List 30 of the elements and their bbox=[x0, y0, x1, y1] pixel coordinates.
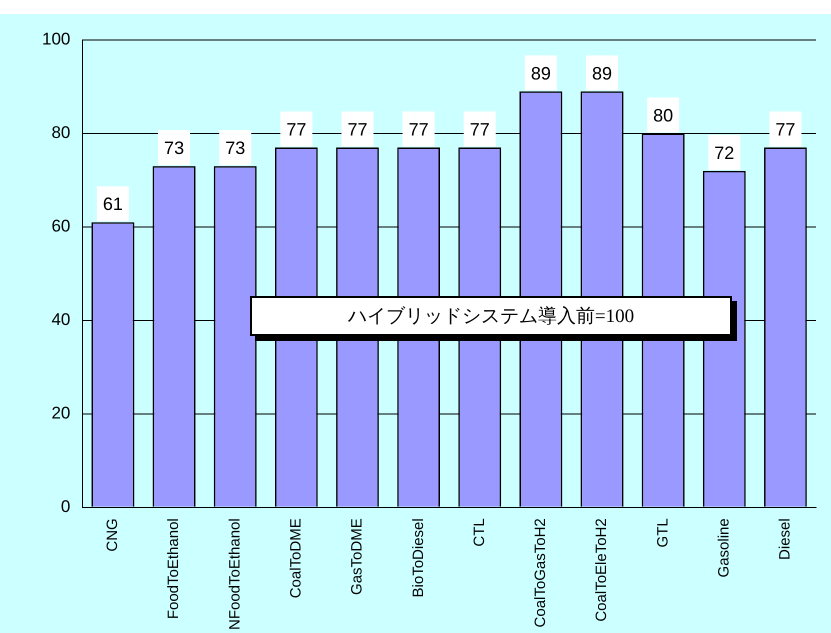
x-tick-label: CoalToDME bbox=[287, 518, 304, 598]
data-label: 73 bbox=[164, 138, 184, 158]
x-tick-label: CTL bbox=[470, 518, 488, 547]
data-label: 89 bbox=[592, 63, 612, 84]
data-label: 80 bbox=[653, 105, 674, 126]
x-tick-label: FoodToEthanol bbox=[165, 518, 182, 620]
data-label: 77 bbox=[470, 119, 490, 140]
x-tick-label: GasToDME bbox=[348, 518, 366, 595]
x-tick-label: GTL bbox=[654, 518, 672, 548]
y-tick-label: 80 bbox=[51, 123, 70, 142]
y-tick-label: 20 bbox=[51, 403, 70, 422]
data-label: 89 bbox=[530, 63, 551, 84]
data-label: 77 bbox=[286, 119, 306, 140]
data-label: 77 bbox=[347, 119, 368, 140]
y-tick-label: 40 bbox=[51, 310, 70, 330]
x-tick-label: CNG bbox=[104, 518, 122, 552]
x-tick-label: BioToDiesel bbox=[410, 518, 427, 598]
y-tick-label: 60 bbox=[51, 216, 70, 236]
data-label: 72 bbox=[714, 142, 734, 163]
x-tick-label: Gasoline bbox=[715, 518, 732, 578]
x-tick-label: Diesel bbox=[776, 518, 794, 560]
y-tick-label: 0 bbox=[60, 496, 70, 516]
data-label: 77 bbox=[775, 119, 796, 140]
x-tick-label: NFoodToEthanol bbox=[226, 518, 244, 630]
data-label: 61 bbox=[102, 194, 123, 214]
x-tick-label: CoalToGasToH2 bbox=[532, 518, 550, 628]
x-tick-label: CoalToEleToH2 bbox=[593, 518, 610, 622]
data-label: 73 bbox=[225, 138, 246, 158]
data-label: 77 bbox=[408, 119, 429, 140]
y-tick-label: 100 bbox=[42, 30, 70, 49]
